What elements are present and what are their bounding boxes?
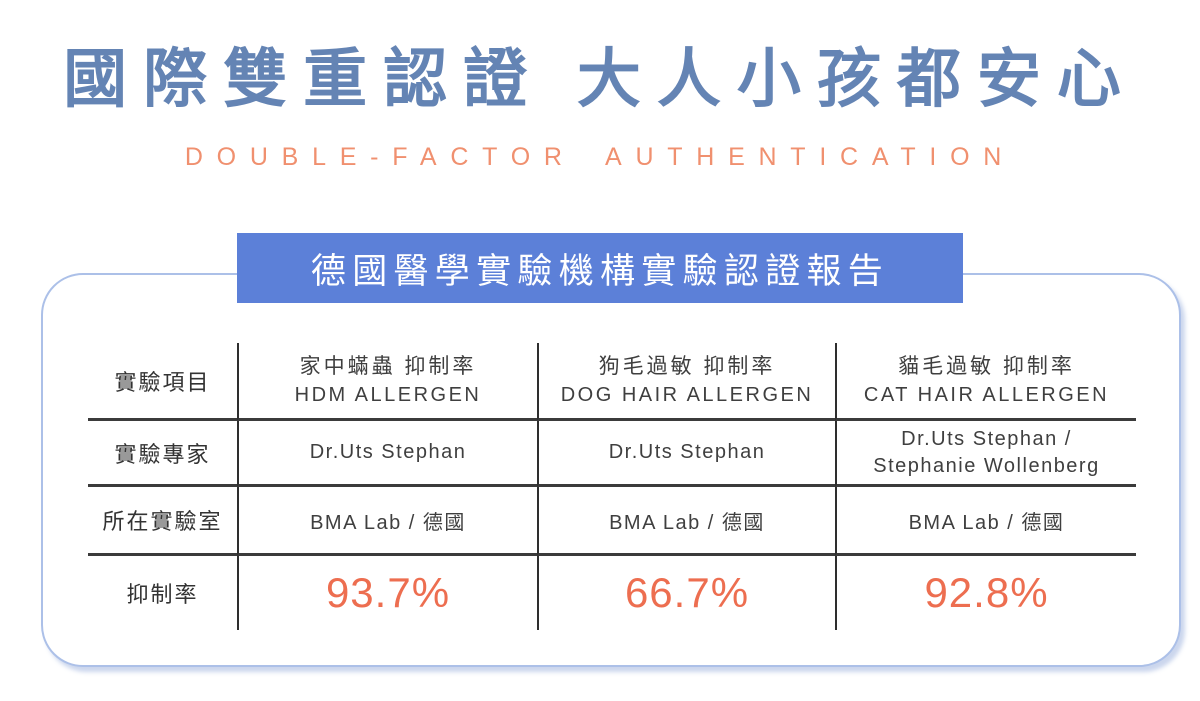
header-cell-cat-hair: 貓毛過敏 抑制率 CAT HAIR ALLERGEN — [835, 343, 1136, 421]
page-title: 國際雙重認證 大人小孩都安心 — [63, 43, 1137, 115]
report-card — [41, 273, 1181, 667]
row-label-laboratory: 所在實驗室 — [88, 487, 237, 556]
row-label-text: 所在實驗室 — [102, 509, 223, 534]
row-label-inhibition-rate: 抑制率 — [88, 556, 237, 630]
rate-value: 66.7% — [624, 569, 750, 616]
rate-value: 92.8% — [924, 569, 1049, 616]
item-zh-text: 貓毛過敏 抑制率 — [898, 355, 1075, 379]
row-label-text: 實驗專家 — [114, 441, 211, 467]
header-cell-dog-hair: 狗毛過敏 抑制率 DOG HAIR ALLERGEN — [537, 343, 835, 421]
expert-cell-hdm: Dr.Uts Stephan — [237, 421, 537, 487]
item-en-text: DOG HAIR ALLERGEN — [560, 383, 814, 406]
page-subtitle: DOUBLE-FACTOR AUTHENTICATION — [184, 143, 1016, 171]
lab-text: BMA Lab / 德國 — [310, 511, 466, 534]
lab-cell-cat-hair: BMA Lab / 德國 — [835, 487, 1136, 556]
rate-cell-dog-hair: 66.7% — [537, 556, 835, 630]
lab-cell-dog-hair: BMA Lab / 德國 — [537, 487, 835, 556]
header-cell-hdm: 家中蟎蟲 抑制率 HDM ALLERGEN — [237, 343, 537, 421]
report-banner: 德國醫學實驗機構實驗認證報告 — [237, 233, 963, 303]
expert-cell-dog-hair: Dr.Uts Stephan — [537, 421, 835, 487]
item-zh-text: 家中蟎蟲 抑制率 — [299, 355, 477, 379]
lab-text: BMA Lab / 德國 — [908, 511, 1065, 534]
row-label-text: 實驗項目 — [114, 369, 211, 395]
item-en-text: HDM ALLERGEN — [294, 383, 482, 406]
row-label-experiment-item: 實驗項目 — [88, 343, 237, 421]
rate-cell-hdm: 93.7% — [237, 556, 537, 630]
item-zh-text: 狗毛過敏 抑制率 — [598, 355, 776, 379]
rate-value: 93.7% — [325, 569, 451, 616]
row-label-expert: 實驗專家 — [88, 421, 237, 487]
expert-text: Dr.Uts Stephan / Stephanie Wollenberg — [873, 427, 1100, 477]
rate-cell-cat-hair: 92.8% — [835, 556, 1136, 630]
lab-text: BMA Lab / 德國 — [609, 511, 765, 534]
row-label-text: 抑制率 — [126, 582, 199, 607]
expert-text: Dr.Uts Stephan — [309, 441, 467, 463]
certification-table: 實驗項目 家中蟎蟲 抑制率 HDM ALLERGEN 狗毛過敏 抑制率 DOG … — [88, 343, 1136, 630]
expert-text: Dr.Uts Stephan — [608, 441, 766, 463]
item-en-text: CAT HAIR ALLERGEN — [863, 383, 1110, 406]
expert-cell-cat-hair: Dr.Uts Stephan / Stephanie Wollenberg — [835, 421, 1136, 487]
lab-cell-hdm: BMA Lab / 德國 — [237, 487, 537, 556]
